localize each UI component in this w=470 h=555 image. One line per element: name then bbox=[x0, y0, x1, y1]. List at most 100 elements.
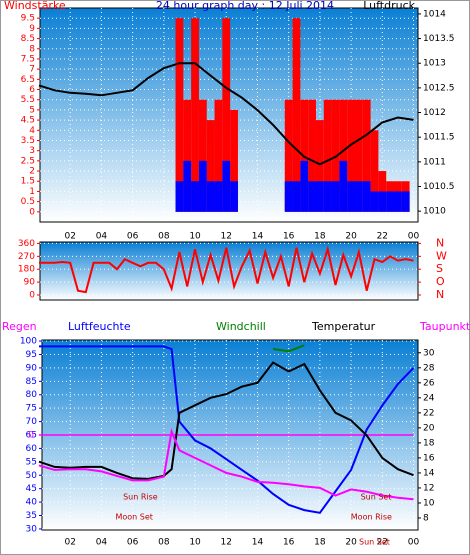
y-tick-label: 8 bbox=[29, 44, 35, 54]
wind-bar bbox=[183, 160, 192, 212]
x-tick-label: 02 bbox=[64, 232, 75, 242]
x-tick-label: 14 bbox=[252, 232, 264, 242]
y-tick-label: 75 bbox=[26, 404, 37, 414]
wind-bar bbox=[214, 181, 223, 212]
wind-bar bbox=[347, 181, 355, 212]
x-tick-label: 06 bbox=[127, 232, 139, 242]
wind-bar bbox=[362, 181, 371, 212]
y-tick-label: 5 bbox=[29, 105, 35, 115]
y-tick-label: 8.5 bbox=[21, 34, 35, 44]
y2-tick-label: 1010 bbox=[423, 207, 446, 217]
y-tick-label: 2.5 bbox=[21, 156, 35, 166]
y-tick-label: 0 bbox=[29, 207, 35, 217]
series-line bbox=[39, 245, 414, 294]
series-line bbox=[39, 345, 415, 514]
y2-tick-label: 10 bbox=[423, 498, 435, 508]
wind-bar bbox=[331, 181, 340, 212]
y-tick-label: 2 bbox=[29, 167, 35, 177]
x-tick-label: 16 bbox=[283, 538, 295, 548]
y-tick-label: 5.5 bbox=[21, 95, 35, 105]
y-tick-label: 9 bbox=[29, 24, 35, 34]
y2-tick-label: 1012.5 bbox=[423, 83, 455, 93]
wind-bar bbox=[198, 160, 207, 212]
x-tick-label: 18 bbox=[314, 538, 326, 548]
y2-tick-label: 1013.5 bbox=[423, 34, 455, 44]
wind-bar bbox=[354, 181, 363, 212]
x-tick-label: 22 bbox=[377, 538, 388, 548]
y2-tick-label: 30 bbox=[423, 348, 435, 358]
y2-tick-label: W bbox=[436, 249, 447, 262]
wind-bar bbox=[323, 181, 332, 212]
wind-bar bbox=[300, 160, 309, 212]
y-tick-label: 90 bbox=[26, 363, 38, 373]
wind-bar bbox=[175, 181, 184, 212]
wind-bar bbox=[284, 99, 293, 212]
wind-bar bbox=[315, 181, 324, 212]
y-tick-label: 45 bbox=[26, 484, 37, 494]
y-tick-label: 3.5 bbox=[21, 136, 35, 146]
wind-bar bbox=[393, 191, 402, 212]
y-tick-label: 30 bbox=[26, 524, 38, 534]
y-tick-label: 7.5 bbox=[21, 54, 35, 64]
y-tick-label: 85 bbox=[26, 377, 37, 387]
y2-tick-label: 12 bbox=[423, 483, 434, 493]
annotation: Sun Set bbox=[359, 538, 390, 547]
y-tick-label: 60 bbox=[26, 444, 38, 454]
y2-tick-label: 1012 bbox=[423, 108, 446, 118]
series-line bbox=[38, 361, 414, 480]
wind-bar bbox=[191, 18, 199, 212]
wind-bar bbox=[308, 181, 316, 212]
x-tick-label: 20 bbox=[345, 538, 357, 548]
y2-tick-label: N bbox=[436, 236, 444, 249]
y-tick-label: 65 bbox=[26, 431, 37, 441]
y2-tick-label: N bbox=[436, 288, 444, 301]
wind-bar bbox=[339, 160, 348, 212]
x-tick-label: 20 bbox=[345, 232, 357, 242]
y-tick-label: 1 bbox=[29, 187, 35, 197]
y-tick-label: 6.5 bbox=[21, 75, 35, 85]
wind-bar bbox=[206, 120, 215, 212]
y-tick-label: 7 bbox=[29, 65, 35, 75]
x-tick-label: 12 bbox=[221, 232, 232, 242]
y2-tick-label: 26 bbox=[423, 378, 435, 388]
x-tick-label: 04 bbox=[96, 538, 108, 548]
legend-label: Regen bbox=[2, 320, 37, 333]
wind-bar bbox=[230, 109, 238, 212]
y-tick-label: 270 bbox=[18, 252, 35, 262]
x-tick-label: 10 bbox=[189, 232, 201, 242]
y2-tick-label: 1010.5 bbox=[423, 182, 455, 192]
wind-bar bbox=[230, 181, 238, 212]
wind-bar bbox=[292, 18, 301, 212]
y-tick-label: 0 bbox=[29, 290, 35, 300]
y2-tick-label: 14 bbox=[423, 468, 435, 478]
wind-bar bbox=[315, 120, 324, 212]
y-tick-label: 360 bbox=[18, 239, 35, 249]
y2-tick-label: 1013 bbox=[423, 59, 446, 69]
wind-bar bbox=[339, 99, 348, 212]
wind-bar bbox=[198, 99, 207, 212]
y-tick-label: 70 bbox=[26, 417, 38, 427]
x-tick-label: 06 bbox=[127, 538, 139, 548]
wind-bar bbox=[222, 160, 231, 212]
x-tick-label: 08 bbox=[158, 232, 170, 242]
wind-bar bbox=[214, 99, 223, 212]
y2-tick-label: O bbox=[436, 275, 445, 288]
series-line bbox=[272, 344, 305, 353]
y2-tick-label: 18 bbox=[423, 438, 435, 448]
y-tick-label: 100 bbox=[20, 337, 37, 347]
y-tick-label: 180 bbox=[18, 265, 35, 275]
wind-bar bbox=[206, 181, 215, 212]
legend-label: Temperatur bbox=[311, 320, 376, 333]
y-tick-label: 35 bbox=[26, 511, 37, 521]
annotation: Moon Rise bbox=[351, 513, 392, 522]
x-tick-label: 02 bbox=[64, 538, 75, 548]
wind-bar bbox=[222, 18, 231, 212]
y2-tick-label: 16 bbox=[423, 453, 435, 463]
wind-bar bbox=[292, 181, 301, 212]
y-tick-label: 6 bbox=[29, 85, 35, 95]
wind-bar bbox=[362, 99, 371, 212]
x-tick-label: 00 bbox=[408, 538, 420, 548]
y-tick-label: 4.5 bbox=[21, 116, 35, 126]
y-tick-label: 4 bbox=[29, 126, 35, 136]
